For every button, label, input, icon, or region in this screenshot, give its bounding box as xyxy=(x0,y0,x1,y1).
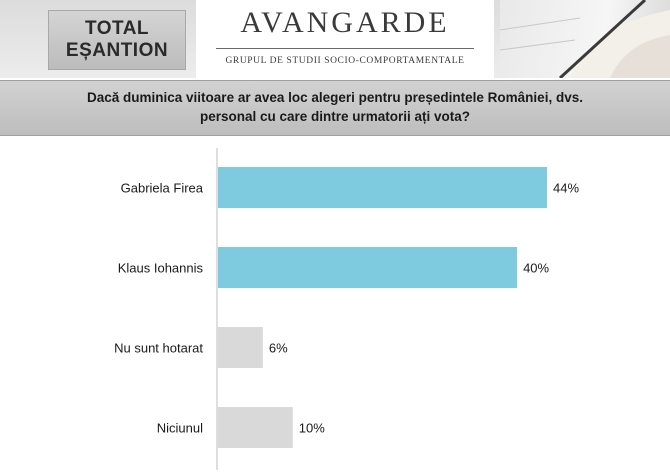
category-label-1: Klaus Iohannis xyxy=(118,261,204,276)
bar-2 xyxy=(218,327,263,368)
category-label-2: Nu sunt hotarat xyxy=(114,341,203,356)
total-sample-box: TOTAL EȘANTION xyxy=(48,10,186,70)
question-line-1: Dacă duminica viitoare ar avea loc alege… xyxy=(87,90,583,105)
bar-1 xyxy=(218,247,518,288)
logo-name: AVANGARDE xyxy=(240,6,450,39)
question-banner: Dacă duminica viitoare ar avea loc alege… xyxy=(0,80,670,136)
bar-0 xyxy=(218,167,547,208)
value-label-3: 10% xyxy=(299,421,325,436)
hand-writing-image xyxy=(500,0,670,78)
avangarde-logo: AVANGARDE GRUPUL DE STUDII SOCIO-COMPORT… xyxy=(196,0,494,78)
header: TOTAL EȘANTION AVANGARDE GRUPUL DE STUDI… xyxy=(0,0,670,78)
question-line-2: personal cu care dintre urmatorii ați vo… xyxy=(199,109,471,124)
sample-label: EȘANTION xyxy=(65,40,169,61)
category-label-3: Niciunul xyxy=(157,421,203,436)
logo-divider xyxy=(216,48,474,49)
bar-3 xyxy=(218,407,293,448)
value-label-1: 40% xyxy=(523,261,549,276)
value-label-0: 44% xyxy=(553,181,579,196)
logo-subtitle: GRUPUL DE STUDII SOCIO-COMPORTAMENTALE xyxy=(225,56,465,66)
category-label-0: Gabriela Firea xyxy=(121,181,204,196)
question-text: Dacă duminica viitoare ar avea loc alege… xyxy=(30,88,640,126)
value-label-2: 6% xyxy=(269,341,288,356)
total-label: TOTAL xyxy=(84,18,150,39)
